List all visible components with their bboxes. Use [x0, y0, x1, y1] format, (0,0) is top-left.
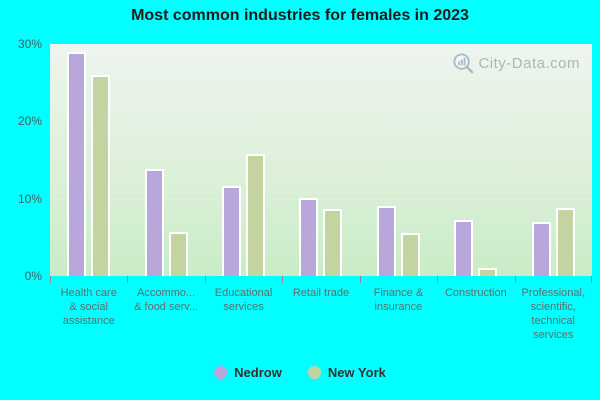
bar-new-york-3 [246, 153, 266, 276]
x-axis-tick-3 [282, 276, 284, 283]
bar-group-retail-trade [282, 44, 359, 276]
x-axis-label-line: services [223, 301, 264, 313]
x-axis-label-health-care-social-assistance: Health care & social assistance [50, 286, 127, 342]
legend-label-nedrow: Nedrow [234, 365, 282, 380]
x-axis-label-line: assistance [62, 315, 115, 327]
legend-dot-nedrow [214, 366, 228, 379]
x-axis-label-line: & social [69, 301, 108, 313]
y-axis: 0% 10% 20% 30% [0, 37, 45, 283]
bar-group-finance-insurance [360, 44, 437, 276]
x-axis-tick-2 [204, 276, 206, 283]
gridline-20 [50, 121, 592, 123]
bar-nedrow-4 [299, 197, 319, 276]
x-axis-label-line: Professional, [521, 287, 586, 299]
bar-nedrow-7 [531, 221, 551, 276]
bar-new-york-4 [323, 208, 343, 276]
bars-container [50, 44, 592, 276]
plot-area: City-Data.com [50, 44, 592, 276]
chart-title: Most common industries for females in 20… [131, 7, 469, 24]
watermark-text: City-Data.com [478, 55, 580, 72]
x-axis-label-professional-scientific-techni: Professional, scientific, technical service… [515, 286, 592, 342]
x-axis-label-line: Educational [214, 287, 273, 299]
x-axis-ticks [50, 276, 592, 283]
x-axis-label-line: technical [531, 315, 575, 327]
legend-dot-new-york [307, 366, 321, 379]
bar-new-york-7 [555, 207, 575, 276]
bar-nedrow-3 [222, 186, 242, 276]
x-axis-label-line: & food serv... [134, 301, 199, 313]
bar-group-health-care-social-assistance [50, 44, 127, 276]
x-axis-label-accommo-food-serv: Accommo... & food serv... [127, 286, 204, 342]
bar-nedrow-6 [454, 219, 474, 276]
x-axis-label-educational-services: Educational services [205, 286, 282, 342]
x-axis-label-finance-insurance: Finance & insurance [360, 286, 437, 342]
bar-group-professional-scientific-techni [515, 44, 592, 276]
x-axis-label-line: insurance [374, 301, 423, 313]
bar-nedrow-2 [144, 169, 164, 276]
x-axis-labels: Health care & social assistance Accommo... &… [50, 286, 592, 342]
x-axis-tick-5 [437, 276, 439, 283]
y-tick-label-10: 10% [17, 191, 42, 206]
x-axis-label-line: services [533, 329, 574, 341]
x-axis-label-retail-trade: Retail trade [282, 286, 359, 342]
y-tick-label-30: 30% [17, 37, 42, 51]
x-axis-tick-6 [514, 276, 516, 283]
x-axis-tick-7 [591, 276, 592, 283]
gridlines [50, 44, 592, 276]
bar-group-accommo-food-serv [127, 44, 204, 276]
bar-new-york-1 [91, 74, 111, 276]
x-axis-label-line: Accommo... [137, 287, 196, 299]
gridline-10 [50, 198, 592, 200]
x-axis-label-line: Retail trade [292, 287, 350, 299]
bar-new-york-6 [478, 268, 498, 276]
y-tick-label-20: 20% [17, 114, 42, 129]
bar-new-york-5 [400, 232, 420, 276]
legend: Nedrow New York [0, 365, 600, 380]
x-axis-label-line: scientific, [530, 301, 576, 313]
x-axis-tick-1 [127, 276, 129, 283]
bar-nedrow-1 [67, 51, 87, 276]
bar-new-york-2 [168, 231, 188, 276]
legend-item-nedrow: Nedrow [214, 365, 282, 380]
x-axis-label-line: Finance & [373, 287, 424, 299]
x-axis-label-construction: Construction [437, 286, 514, 342]
x-axis-label-line: Health care [60, 287, 117, 299]
watermark: City-Data.com [452, 52, 580, 75]
x-axis-label-line: Construction [444, 287, 507, 299]
y-tick-label-0: 0% [24, 269, 42, 283]
legend-item-new-york: New York [307, 365, 386, 380]
bar-group-construction [437, 44, 514, 276]
x-axis-tick-4 [359, 276, 361, 283]
x-axis-tick-0 [50, 276, 51, 283]
bar-nedrow-5 [376, 205, 396, 276]
legend-label-new-york: New York [327, 365, 386, 380]
city-data-logo-icon [452, 52, 475, 75]
bar-group-educational-services [205, 44, 282, 276]
